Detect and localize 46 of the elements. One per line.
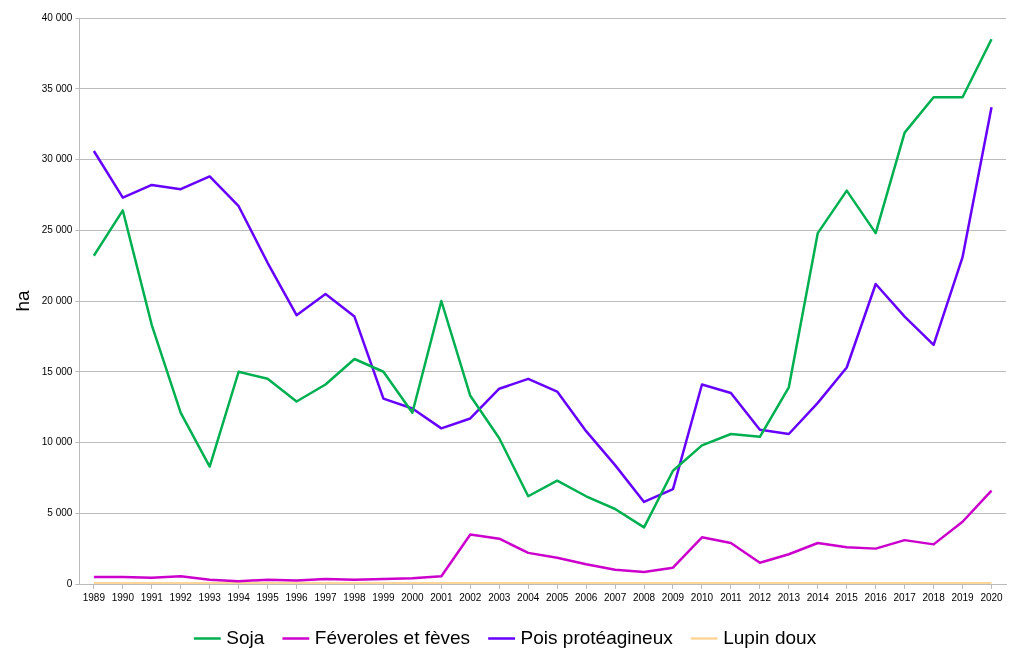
x-tick-label: 1993: [198, 591, 222, 603]
x-tick-label: 2006: [575, 591, 598, 603]
legend-label: Lupin doux: [723, 626, 817, 648]
x-tick-label: 2010: [690, 591, 714, 603]
legend-label: Féveroles et fèves: [314, 626, 471, 648]
y-tick-label: 30 000: [41, 153, 73, 165]
y-tick-label: 10 000: [41, 436, 73, 448]
x-tick-label: 2017: [893, 591, 917, 603]
x-tick-label: 2007: [603, 591, 627, 603]
y-tick-label: 40 000: [41, 11, 73, 23]
y-axis-title: ha: [11, 290, 33, 312]
y-tick-label: 25 000: [41, 224, 73, 235]
x-tick-label: 1990: [111, 591, 135, 603]
x-tick-label: 2005: [546, 591, 569, 603]
x-tick-label: 1997: [314, 591, 338, 603]
x-tick-label: 1992: [169, 591, 193, 603]
y-tick-label: 15 000: [41, 365, 73, 377]
x-tick-label: 2014: [806, 591, 830, 603]
x-tick-label: 2000: [401, 591, 424, 603]
x-tick-label: 1996: [285, 591, 309, 603]
x-tick-label: 2016: [864, 591, 888, 603]
x-tick-label: 2001: [430, 591, 453, 603]
x-tick-label: 2009: [661, 591, 685, 603]
x-tick-label: 2018: [922, 591, 946, 603]
x-tick-label: 2011: [720, 591, 743, 603]
x-tick-label: 1999: [372, 591, 395, 603]
x-tick-label: 2020: [980, 591, 1004, 603]
y-tick-label: 5 000: [47, 507, 73, 518]
y-tick-label: 0: [66, 577, 73, 589]
x-tick-label: 2015: [835, 591, 859, 603]
x-tick-label: 2008: [632, 591, 656, 603]
y-tick-label: 35 000: [41, 82, 73, 94]
y-tick-label: 20 000: [41, 294, 73, 306]
x-tick-label: 2013: [777, 591, 801, 603]
x-tick-label: 1989: [82, 591, 106, 603]
x-tick-label: 1995: [256, 591, 280, 603]
x-tick-label: 2002: [459, 591, 482, 603]
x-tick-label: 2012: [748, 591, 772, 603]
x-tick-label: 1991: [140, 591, 164, 603]
x-tick-label: 2003: [488, 591, 511, 603]
x-tick-label: 2004: [517, 591, 540, 603]
x-tick-label: 1998: [343, 591, 367, 603]
x-tick-label: 2019: [951, 591, 975, 603]
legend-label: Pois protéagineux: [520, 626, 674, 648]
legend-label: Soja: [226, 626, 265, 648]
x-tick-label: 1994: [227, 591, 251, 603]
